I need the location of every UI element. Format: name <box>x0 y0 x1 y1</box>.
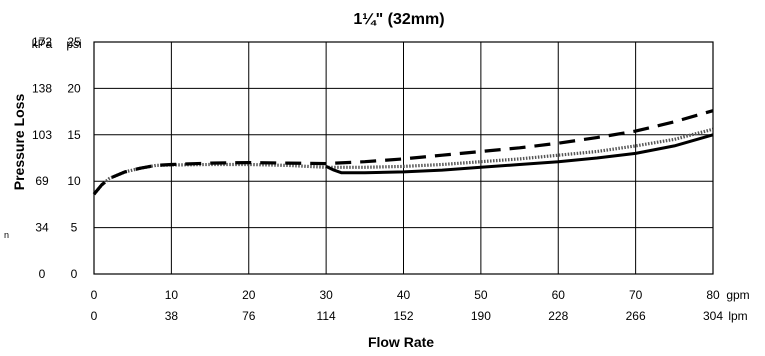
x-tick-gpm-5: 50 <box>474 288 488 302</box>
x-unit-lpm: lpm <box>728 309 747 323</box>
series-lines <box>92 109 714 196</box>
y-axis-label: Pressure Loss <box>11 94 27 191</box>
y-tick-kpa-5: 172 <box>32 35 52 49</box>
y-unit-kpa: kPa <box>32 37 53 51</box>
tick-labels: 0010382076301144015250190602287026680304… <box>32 35 723 323</box>
y-unit-psi: psi <box>66 37 81 51</box>
y-tick-kpa-0: 0 <box>39 267 46 281</box>
series-line-dashed <box>92 109 714 196</box>
stray-label: n <box>4 230 9 240</box>
y-tick-kpa-2: 69 <box>35 174 49 188</box>
x-unit-gpm: gpm <box>726 288 749 302</box>
y-tick-kpa-1: 34 <box>35 221 49 235</box>
grid <box>93 41 714 275</box>
x-tick-gpm-7: 70 <box>629 288 643 302</box>
y-tick-psi-0: 0 <box>71 267 78 281</box>
y-tick-psi-3: 15 <box>67 128 81 142</box>
x-tick-gpm-8: 80 <box>706 288 720 302</box>
y-tick-kpa-4: 138 <box>32 81 52 95</box>
x-tick-gpm-2: 20 <box>242 288 256 302</box>
x-tick-lpm-5: 190 <box>471 309 491 323</box>
x-axis-label: Flow Rate <box>368 334 434 350</box>
y-tick-psi-4: 20 <box>67 81 81 95</box>
chart-title: 1¼" (32mm) <box>353 11 444 28</box>
y-tick-psi-1: 5 <box>71 221 78 235</box>
x-tick-lpm-4: 152 <box>393 309 413 323</box>
x-tick-lpm-1: 38 <box>165 309 179 323</box>
x-tick-lpm-3: 114 <box>317 309 336 323</box>
x-tick-lpm-7: 266 <box>626 309 646 323</box>
y-tick-psi-5: 25 <box>67 35 81 49</box>
x-tick-lpm-6: 228 <box>548 309 568 323</box>
y-tick-psi-2: 10 <box>67 174 81 188</box>
plot-frame <box>93 41 714 275</box>
x-tick-lpm-8: 304 <box>703 309 723 323</box>
x-tick-lpm-0: 0 <box>91 309 98 323</box>
x-tick-gpm-3: 30 <box>319 288 333 302</box>
x-tick-gpm-1: 10 <box>165 288 179 302</box>
y-tick-kpa-3: 103 <box>32 128 52 142</box>
x-tick-lpm-2: 76 <box>242 309 256 323</box>
series-line-solid <box>325 133 714 175</box>
x-tick-gpm-6: 60 <box>552 288 566 302</box>
x-tick-gpm-4: 40 <box>397 288 411 302</box>
x-tick-gpm-0: 0 <box>91 288 98 302</box>
